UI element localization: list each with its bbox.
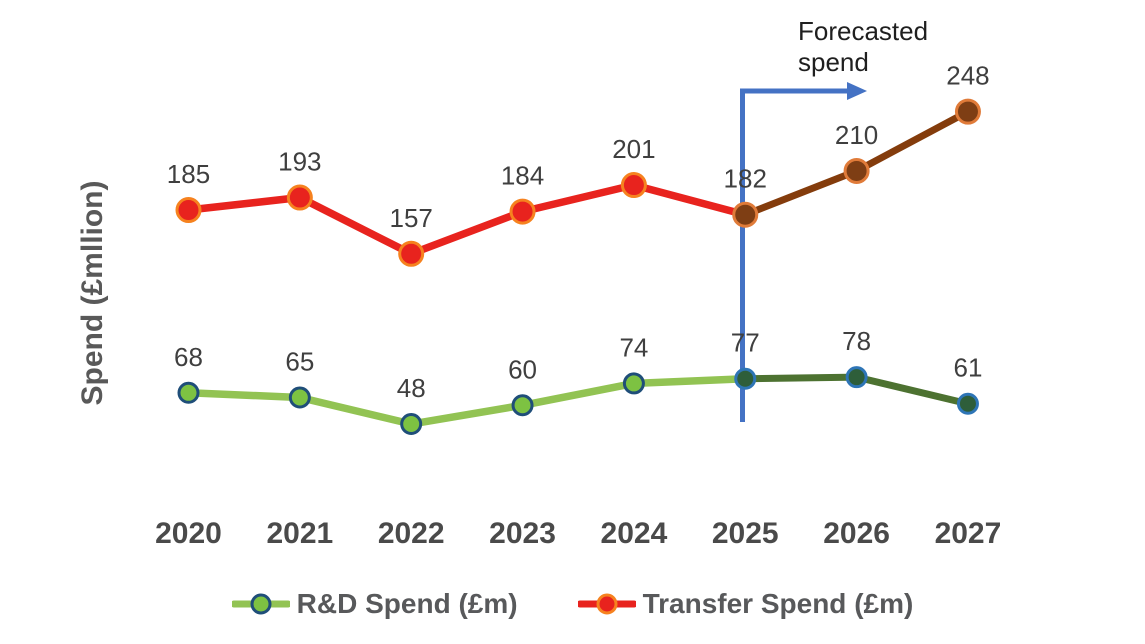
data-point-marker: [286, 184, 313, 211]
data-point-marker: [620, 172, 647, 199]
legend: R&D Spend (£m) Transfer Spend (£m): [0, 588, 1145, 620]
value-label: 182: [724, 164, 767, 194]
series-line-0: [184, 374, 749, 428]
legend-marker-icon: [231, 593, 290, 615]
value-label: 61: [953, 353, 982, 383]
x-axis-label: 2020: [155, 517, 222, 550]
value-label: 78: [842, 326, 871, 356]
legend-item-0: R&D Spend (£m): [231, 588, 518, 620]
value-label: 157: [390, 203, 433, 233]
value-label: 74: [619, 332, 648, 362]
legend-label: R&D Spend (£m): [296, 588, 518, 619]
x-axis-label: 2027: [935, 517, 1002, 550]
data-point-marker: [288, 386, 311, 409]
value-label: 48: [397, 373, 426, 403]
data-point-marker: [177, 381, 200, 404]
x-axis-label: 2025: [712, 517, 779, 550]
value-label: 185: [167, 159, 210, 189]
data-point-marker: [956, 392, 979, 415]
value-label: 68: [174, 342, 203, 372]
x-axis-label: 2023: [489, 517, 556, 550]
x-axis-label: 2022: [378, 517, 445, 550]
x-axis-label: 2024: [601, 517, 668, 550]
value-label: 184: [501, 161, 544, 191]
data-point-marker: [511, 394, 534, 417]
value-label: 248: [946, 61, 989, 91]
forecast-arrow-head: [847, 82, 867, 100]
data-point-marker: [622, 372, 645, 395]
legend-item-1: Transfer Spend (£m): [577, 588, 914, 620]
series-line-1: [184, 181, 749, 258]
data-point-marker: [732, 201, 759, 228]
x-axis-label: 2026: [823, 517, 890, 550]
data-point-marker: [175, 197, 202, 224]
forecast-annotation-label: Forecasted spend: [798, 16, 929, 77]
x-axis-label: 2021: [266, 517, 333, 550]
data-point-marker: [398, 240, 425, 267]
data-point-marker: [509, 198, 536, 225]
legend-marker-icon: [577, 593, 636, 615]
forecast-arrow: [740, 88, 849, 422]
legend-label: Transfer Spend (£m): [642, 588, 914, 619]
value-label: 210: [835, 120, 878, 150]
data-point-marker: [845, 366, 868, 389]
data-point-marker: [734, 367, 757, 390]
value-label: 77: [731, 328, 760, 358]
data-point-marker: [400, 413, 423, 436]
data-point-marker: [954, 98, 981, 125]
data-point-marker: [843, 157, 870, 184]
value-label: 60: [508, 354, 537, 384]
value-label: 193: [278, 147, 321, 177]
value-label: 65: [285, 346, 314, 376]
value-label: 201: [612, 134, 655, 164]
